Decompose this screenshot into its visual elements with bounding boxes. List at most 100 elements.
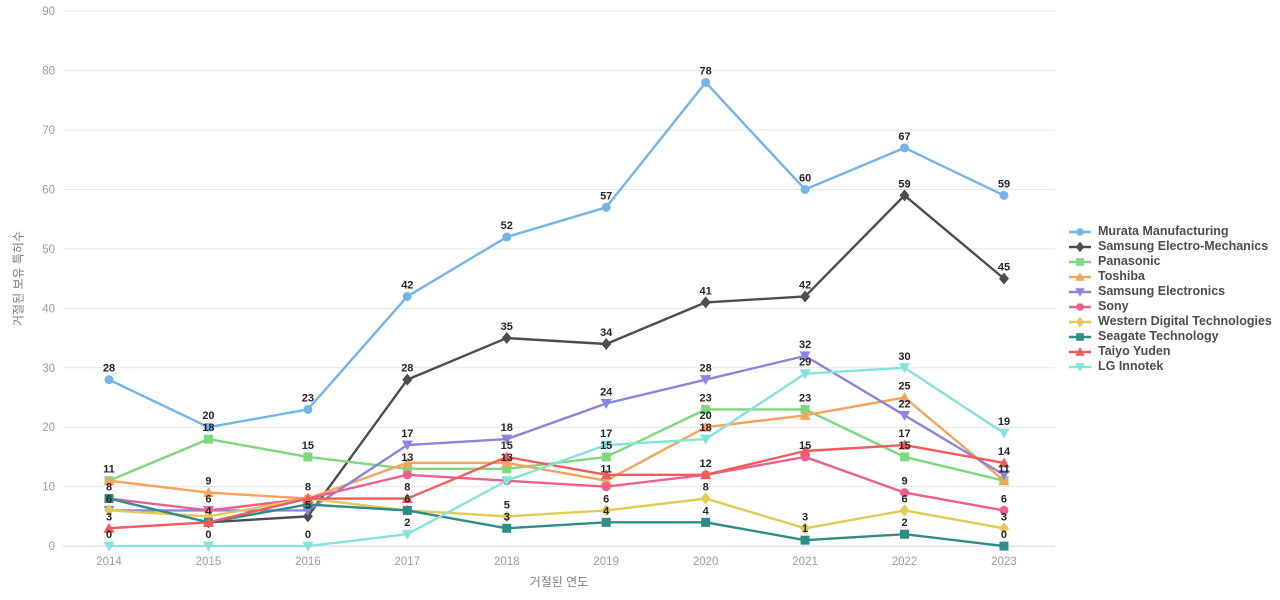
point-label: 4 (205, 505, 212, 517)
legend-item-sony[interactable]: Sony (1068, 299, 1272, 314)
point-label: 67 (898, 131, 910, 143)
data-point-marker (202, 516, 214, 527)
data-point-marker (203, 422, 213, 432)
y-tick-label: 50 (42, 244, 55, 256)
legend-label: Toshiba (1098, 269, 1145, 283)
x-tick-label: 2016 (295, 556, 321, 568)
data-point-marker (800, 404, 810, 414)
data-point-marker (998, 470, 1010, 481)
data-point-marker (800, 522, 811, 535)
x-tick-label: 2019 (593, 556, 619, 568)
data-point-marker (799, 351, 811, 362)
data-point-marker (601, 338, 612, 351)
point-label: 5 (504, 499, 510, 511)
x-tick-label: 2020 (693, 556, 719, 568)
data-point-marker (800, 535, 810, 545)
point-label: 14 (998, 446, 1011, 458)
data-point-marker (401, 440, 413, 451)
legend-marker-icon (1069, 241, 1091, 252)
point-label: 45 (998, 262, 1010, 274)
data-point-marker (502, 232, 512, 242)
data-point-marker (701, 77, 711, 87)
data-point-marker (501, 476, 513, 487)
x-tick-label: 2022 (892, 556, 918, 568)
legend-item-samsung-electro-mechanics[interactable]: Samsung Electro-Mechanics (1068, 239, 1272, 254)
data-point-marker (303, 452, 313, 462)
point-label: 5 (305, 499, 311, 511)
legend-item-lg-innotek[interactable]: LG Innotek (1068, 359, 1272, 374)
legend-marker (1076, 332, 1084, 341)
point-label: 13 (401, 452, 413, 464)
legend-item-seagate-technology[interactable]: Seagate Technology (1068, 329, 1272, 344)
data-point-marker (202, 541, 214, 552)
data-point-marker (899, 189, 910, 202)
point-label: 12 (700, 458, 712, 470)
data-point-marker (103, 541, 115, 552)
point-label: 8 (703, 482, 709, 494)
point-label: 2 (404, 517, 410, 529)
series-samsung-electronics (103, 351, 1010, 516)
point-label: 1 (802, 523, 808, 535)
gridlines (63, 10, 1055, 547)
legend-marker-icon (1069, 271, 1091, 281)
legend-marker-icon (1069, 227, 1091, 236)
point-label: 11 (998, 464, 1010, 476)
legend-item-toshiba[interactable]: Toshiba (1068, 269, 1272, 284)
point-label: 2 (901, 517, 907, 529)
legend-label: Samsung Electro-Mechanics (1098, 239, 1269, 253)
series-lg-innotek (103, 363, 1010, 552)
data-point-marker (998, 522, 1009, 535)
series-line (107, 366, 1006, 548)
data-point-marker (701, 517, 711, 527)
legend-item-taiyo-yuden[interactable]: Taiyo Yuden (1068, 344, 1272, 359)
data-point-marker (104, 504, 114, 517)
y-tick-label: 20 (42, 422, 55, 434)
point-label: 60 (799, 172, 811, 184)
data-point-marker (700, 296, 711, 309)
legend-item-murata-manufacturing[interactable]: Murata Manufacturing (1068, 224, 1272, 239)
data-point-marker (502, 523, 512, 533)
legend-marker-icon (1069, 257, 1091, 266)
legend-marker (1076, 257, 1084, 266)
data-point-marker (601, 482, 611, 492)
legend-label: Seagate Technology (1098, 329, 1219, 343)
point-label: 3 (504, 511, 510, 523)
data-point-marker (402, 470, 412, 480)
series-panasonic (104, 404, 1009, 486)
point-label: 23 (700, 392, 712, 404)
legend-item-samsung-electronics[interactable]: Samsung Electronics (1068, 284, 1272, 299)
point-label: 15 (898, 440, 910, 452)
data-point-marker (899, 439, 911, 450)
point-label: 20 (700, 410, 712, 422)
legend-marker (1076, 227, 1084, 236)
legend-marker-icon (1069, 302, 1091, 311)
x-tick-label: 2015 (196, 556, 222, 568)
data-point-marker (103, 475, 115, 486)
y-tick-label: 70 (42, 125, 55, 137)
legend-marker-icon (1069, 287, 1091, 297)
data-point-marker (900, 488, 910, 498)
legend-item-western-digital-technologies[interactable]: Western Digital Technologies (1068, 314, 1272, 329)
x-tick-label: 2014 (96, 556, 122, 568)
data-point-marker (402, 373, 413, 386)
legend-item-panasonic[interactable]: Panasonic (1068, 254, 1272, 269)
point-label: 28 (103, 363, 115, 375)
series-murata-manufacturing (104, 77, 1009, 432)
point-label: 22 (898, 398, 910, 410)
point-label: 57 (600, 190, 612, 202)
data-point-marker (303, 404, 313, 414)
data-point-marker (799, 445, 811, 456)
point-label: 42 (401, 279, 413, 291)
point-label: 78 (700, 65, 712, 77)
data-point-marker (601, 452, 611, 462)
legend-marker (1075, 362, 1085, 372)
legend-label: LG Innotek (1098, 359, 1164, 373)
data-point-marker (800, 184, 810, 194)
legend-marker (1075, 346, 1085, 356)
data-point-marker (999, 541, 1009, 551)
data-point-marker (601, 517, 611, 527)
point-label: 6 (106, 493, 112, 505)
chart-legend: Murata Manufacturing Samsung Electro-Mech… (1068, 224, 1272, 374)
